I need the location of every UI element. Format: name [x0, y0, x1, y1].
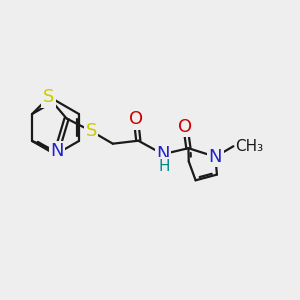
Text: CH₃: CH₃ — [235, 139, 263, 154]
Text: H: H — [159, 159, 170, 174]
Text: S: S — [43, 88, 54, 106]
Text: S: S — [85, 122, 97, 140]
Text: N: N — [208, 148, 222, 166]
Text: O: O — [178, 118, 193, 136]
Text: N: N — [50, 142, 64, 160]
Text: N: N — [156, 145, 170, 163]
Text: O: O — [129, 110, 143, 128]
